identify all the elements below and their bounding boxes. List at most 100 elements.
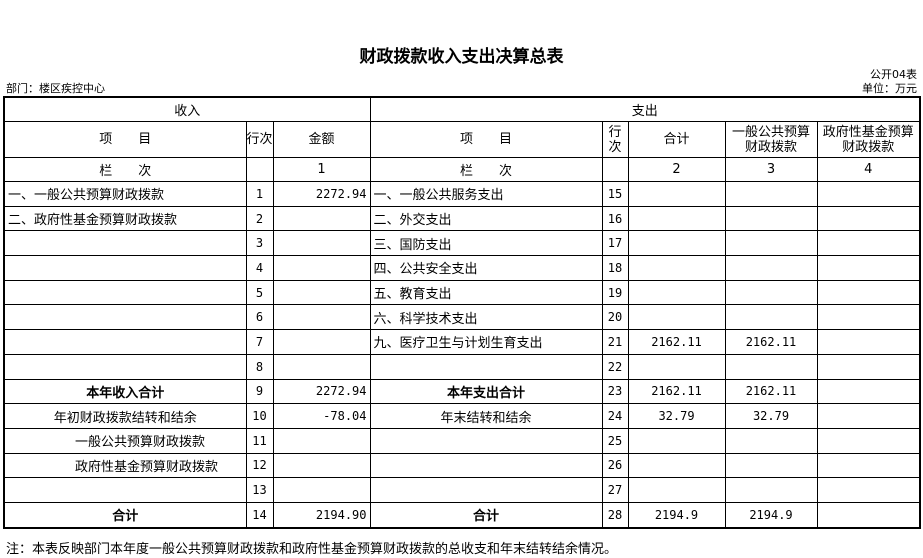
expense-total: 2162.11	[627, 329, 726, 355]
expense-item-header: 项 目	[369, 121, 603, 158]
expense-total	[627, 353, 726, 380]
income-line: 9	[245, 378, 274, 405]
income-item	[3, 353, 247, 380]
expense-gov-fund	[816, 304, 921, 331]
fiscal-summary-table: 收入 支出 项 目 行次 金额 项 目 行次 合计 一般公共预算财政拨款 政府性…	[3, 96, 921, 529]
expense-item: 三、国防支出	[369, 230, 603, 257]
expense-line: 22	[601, 353, 629, 380]
table-row: 二、政府性基金预算财政拨款 2 二、外交支出 16	[3, 205, 921, 232]
expense-item: 二、外交支出	[369, 205, 603, 232]
expense-general-budget	[724, 427, 818, 454]
income-item: 一般公共预算财政拨款	[3, 427, 247, 454]
department-label: 部门：楼区疾控中心	[6, 82, 105, 95]
expense-item: 四、公共安全支出	[369, 255, 603, 281]
expense-total	[627, 205, 726, 232]
income-item-header: 项 目	[3, 121, 247, 158]
col-3: 3	[724, 157, 818, 182]
header-row-columns: 项 目 行次 金额 项 目 行次 合计 一般公共预算财政拨款 政府性基金预算财政…	[3, 121, 921, 158]
expense-general-budget	[724, 477, 818, 503]
expense-total	[627, 255, 726, 281]
income-item: 合计	[3, 501, 247, 529]
expense-total	[627, 427, 726, 454]
income-amount: 2272.94	[272, 378, 371, 405]
expense-item: 合计	[369, 501, 603, 529]
income-line-header: 行次	[245, 121, 274, 158]
income-line: 5	[245, 279, 274, 306]
income-line: 14	[245, 501, 274, 529]
expense-general-budget	[724, 279, 818, 306]
table-row: 政府性基金预算财政拨款 12 26	[3, 452, 921, 479]
income-item: 一、一般公共预算财政拨款	[3, 181, 247, 207]
footnote: 注：本表反映部门本年度一般公共预算财政拨款和政府性基金预算财政拨款的总收支和年末…	[6, 542, 618, 557]
expense-gov-fund	[816, 403, 921, 429]
expense-line: 17	[601, 230, 629, 257]
expense-line-header: 行次	[601, 121, 629, 158]
column-number-row: 栏 次 1 栏 次 2 3 4	[3, 157, 921, 182]
expense-general-budget	[724, 181, 818, 207]
expense-total	[627, 181, 726, 207]
expense-gov-fund	[816, 181, 921, 207]
expense-gov-fund	[816, 205, 921, 232]
expense-item	[369, 452, 603, 479]
expense-general-budget: 2162.11	[724, 378, 818, 405]
income-item	[3, 279, 247, 306]
income-item	[3, 255, 247, 281]
expense-total	[627, 279, 726, 306]
expense-line: 21	[601, 329, 629, 355]
expense-general-budget: 2194.9	[724, 501, 818, 529]
table-row: 7 九、医疗卫生与计划生育支出 21 2162.11 2162.11	[3, 329, 921, 355]
form-code: 公开04表	[870, 68, 917, 81]
income-line: 11	[245, 427, 274, 454]
expense-header: 支出	[369, 96, 921, 122]
expense-line: 24	[601, 403, 629, 429]
total-header: 合计	[627, 121, 726, 158]
income-amount: 2194.90	[272, 501, 371, 529]
expense-gov-fund	[816, 378, 921, 405]
income-line: 8	[245, 353, 274, 380]
table-row: 合计 14 2194.90 合计 28 2194.9 2194.9	[3, 501, 921, 529]
expense-item	[369, 477, 603, 503]
expense-general-budget	[724, 205, 818, 232]
income-amount: 2272.94	[272, 181, 371, 207]
expense-item	[369, 427, 603, 454]
income-line: 7	[245, 329, 274, 355]
income-line: 6	[245, 304, 274, 331]
expense-line: 18	[601, 255, 629, 281]
expense-line: 20	[601, 304, 629, 331]
income-amount	[272, 255, 371, 281]
income-amount	[272, 205, 371, 232]
expense-gov-fund	[816, 353, 921, 380]
expense-general-budget	[724, 452, 818, 479]
expense-general-budget	[724, 255, 818, 281]
expense-total	[627, 452, 726, 479]
expense-total: 2194.9	[627, 501, 726, 529]
table-row: 5 五、教育支出 19	[3, 279, 921, 306]
expense-line: 28	[601, 501, 629, 529]
income-line: 4	[245, 255, 274, 281]
column-label: 栏 次	[3, 157, 247, 182]
col-4: 4	[816, 157, 921, 182]
amount-header: 金额	[272, 121, 371, 158]
income-amount	[272, 353, 371, 380]
expense-total	[627, 230, 726, 257]
table-row: 6 六、科学技术支出 20	[3, 304, 921, 331]
expense-total	[627, 477, 726, 503]
general-budget-header: 一般公共预算财政拨款	[724, 121, 818, 158]
income-line: 3	[245, 230, 274, 257]
expense-line: 23	[601, 378, 629, 405]
income-item: 年初财政拨款结转和结余	[3, 403, 247, 429]
expense-line: 25	[601, 427, 629, 454]
expense-total: 32.79	[627, 403, 726, 429]
expense-item: 五、教育支出	[369, 279, 603, 306]
expense-line: 26	[601, 452, 629, 479]
income-line: 10	[245, 403, 274, 429]
expense-total: 2162.11	[627, 378, 726, 405]
expense-line: 16	[601, 205, 629, 232]
expense-gov-fund	[816, 477, 921, 503]
page-title: 财政拨款收入支出决算总表	[359, 47, 564, 67]
income-amount	[272, 477, 371, 503]
expense-line: 19	[601, 279, 629, 306]
income-line: 1	[245, 181, 274, 207]
expense-gov-fund	[816, 279, 921, 306]
income-header: 收入	[3, 96, 371, 122]
